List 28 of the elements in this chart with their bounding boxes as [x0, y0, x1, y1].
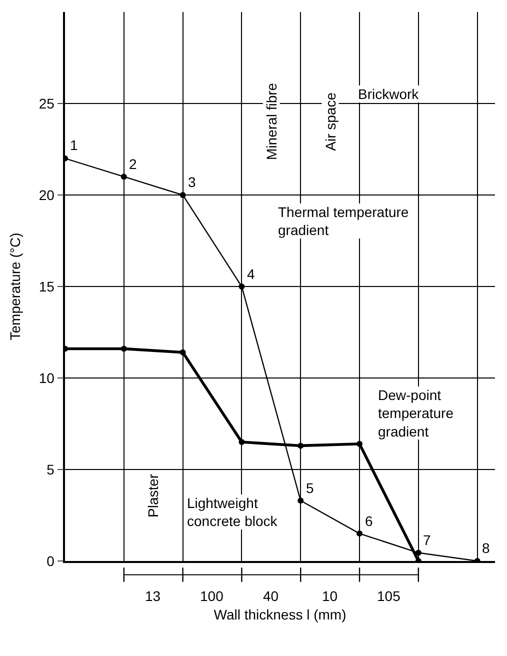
annotation: 7 — [423, 532, 431, 548]
annotation: Air space — [322, 92, 338, 151]
annotation: 4 — [247, 266, 255, 282]
y-tick-label: 0 — [46, 552, 55, 569]
text: 13 — [145, 588, 161, 604]
annotation: 1 — [70, 137, 78, 153]
text: 10 — [322, 588, 338, 604]
y-tick-label: 15 — [38, 278, 55, 294]
y-axis-title: Temperature (°C) — [6, 232, 23, 340]
text: 40 — [263, 588, 279, 604]
annotation: 8 — [482, 540, 490, 556]
y-tick-label: 5 — [46, 461, 55, 478]
annotation: Thermal temperature gradient — [278, 204, 409, 238]
annotation: 6 — [365, 513, 373, 529]
y-tick-label: 25 — [38, 95, 55, 112]
text: 100 — [200, 588, 224, 604]
text: 105 — [377, 588, 401, 604]
annotation: Plaster — [145, 474, 162, 518]
y-tick-label: 20 — [38, 186, 55, 203]
x-axis-title: Wall thickness l (mm) — [214, 606, 346, 622]
annotation: 2 — [129, 156, 137, 172]
annotation: Brickwork — [358, 86, 420, 102]
annotation: Lightweight concrete block — [187, 495, 278, 530]
annotation: 3 — [188, 174, 196, 190]
y-tick-label: 10 — [38, 370, 55, 386]
annotation: 5 — [306, 480, 314, 496]
annotation: Mineral fibre — [263, 82, 280, 160]
annotation: Dew-point temperature gradient — [378, 387, 454, 440]
